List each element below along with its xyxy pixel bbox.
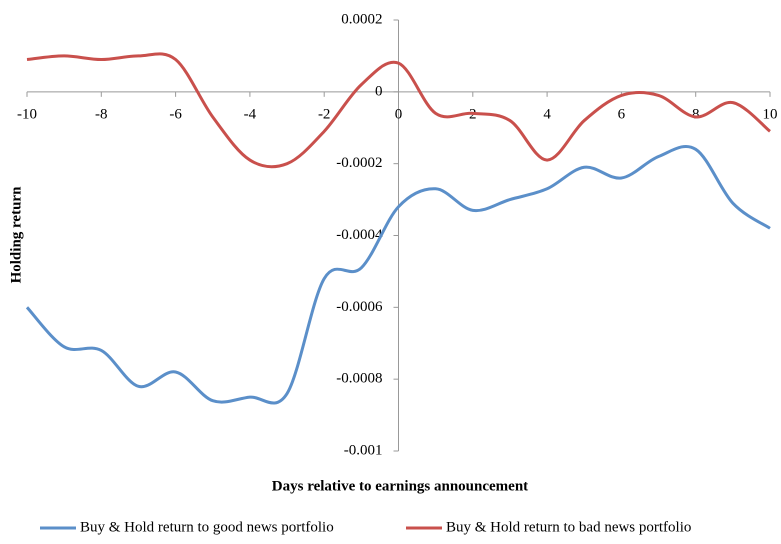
series-line (25, 144, 771, 405)
y-tick-label: -0.0008 (336, 371, 382, 387)
y-tick-label: -0.0006 (336, 299, 383, 315)
x-tick-label: 0 (395, 106, 403, 122)
x-tick-label: 10 (763, 106, 778, 122)
x-tick-label: -2 (318, 106, 331, 122)
x-tick-label: -8 (95, 106, 108, 122)
y-tick-label: 0.0002 (341, 11, 382, 27)
x-tick-label: 4 (543, 106, 551, 122)
x-tick-label: 8 (692, 106, 700, 122)
x-axis-title: Days relative to earnings announcement (272, 478, 528, 494)
x-tick-label: -4 (244, 106, 257, 122)
x-tick-label: -10 (17, 106, 37, 122)
legend-label: Buy & Hold return to bad news portfolio (446, 519, 691, 535)
x-tick-label: 6 (618, 106, 626, 122)
y-tick-label: -0.0002 (336, 155, 382, 171)
series-line (26, 52, 771, 169)
x-tick-label: -6 (169, 106, 182, 122)
y-tick-label: -0.0004 (336, 227, 383, 243)
y-tick-label: 0 (375, 83, 383, 99)
y-tick-label: -0.001 (344, 442, 383, 458)
legend-label: Buy & Hold return to good news portfolio (80, 519, 334, 535)
y-axis-title: Holding return (8, 186, 24, 283)
